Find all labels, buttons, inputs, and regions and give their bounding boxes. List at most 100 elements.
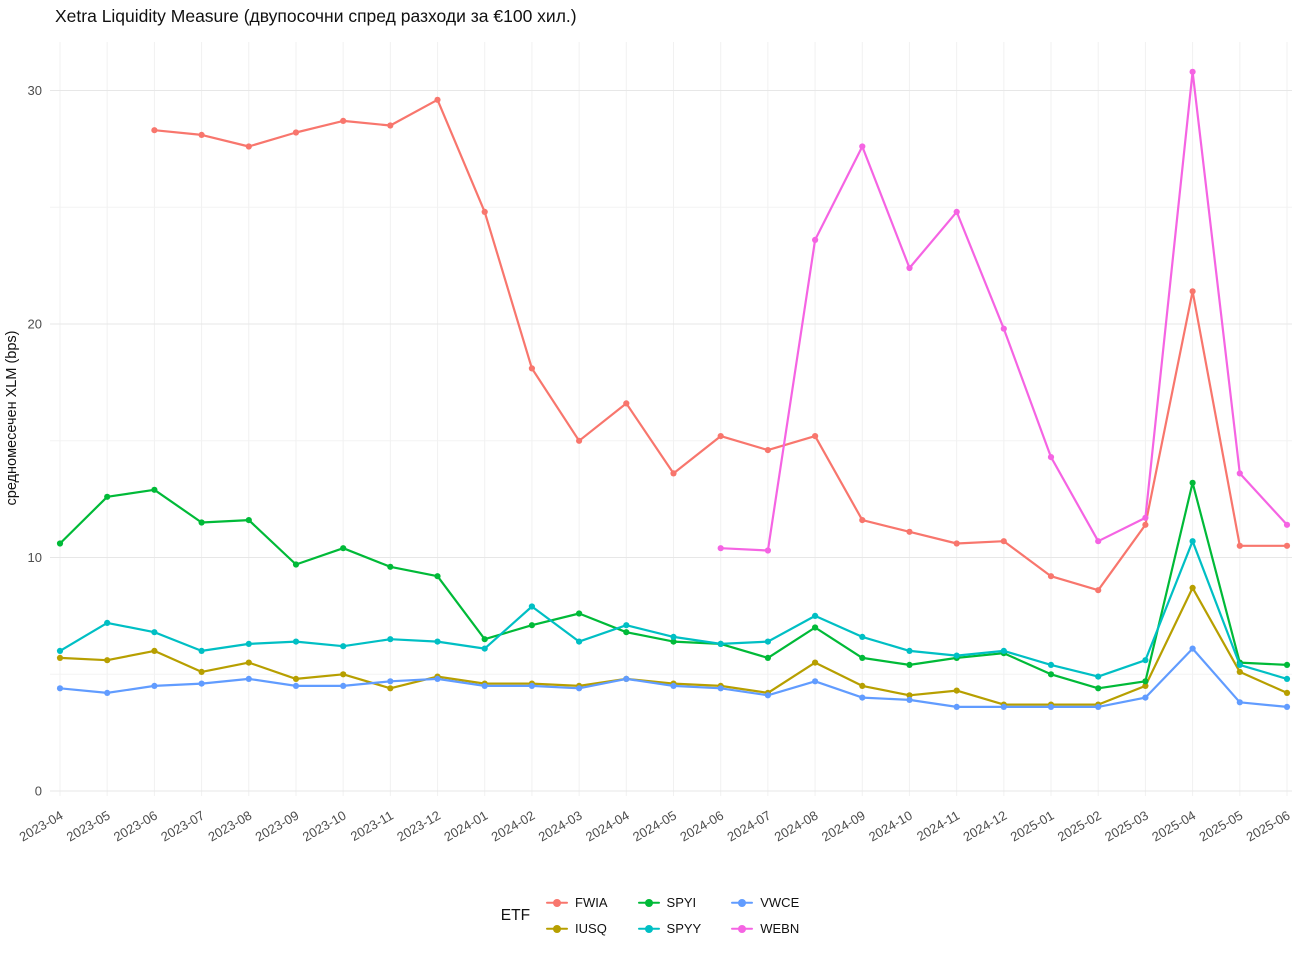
- data-point-WEBN: [1095, 538, 1102, 545]
- x-tick-label: 2023-06: [111, 808, 160, 845]
- data-point-VWCE: [1047, 703, 1055, 711]
- data-point-SPYY: [198, 647, 205, 655]
- data-point-FWIA: [340, 117, 347, 124]
- data-point-FWIA: [859, 517, 866, 524]
- data-point-VWCE: [764, 692, 772, 699]
- x-tick-label: 2025-04: [1149, 808, 1198, 845]
- chart-plot-area: средномесечен XLM (bps) 01020302023-0420…: [4, 42, 1293, 845]
- x-tick-label: 2023-07: [158, 808, 207, 845]
- legend-key-dot: [644, 924, 653, 933]
- data-point-WEBN: [812, 236, 819, 243]
- data-point-FWIA: [481, 208, 488, 215]
- x-tick-label: 2024-06: [677, 808, 726, 845]
- legend-label-WEBN: WEBN: [760, 921, 800, 936]
- x-tick-label: 2024-07: [725, 808, 774, 845]
- data-point-SPYY: [623, 622, 630, 629]
- data-point-WEBN: [1047, 454, 1055, 461]
- data-point-SPYY: [953, 652, 960, 659]
- legend-key-icon: [546, 924, 569, 934]
- data-point-VWCE: [292, 682, 300, 690]
- x-tick-label: 2024-12: [961, 808, 1010, 845]
- series-SPYY: [56, 538, 1291, 683]
- data-point-SPYY: [151, 629, 158, 636]
- data-point-SPYY: [528, 603, 536, 610]
- data-point-SPYY: [292, 638, 300, 645]
- data-point-VWCE: [906, 696, 913, 704]
- data-point-VWCE: [434, 675, 441, 683]
- data-point-VWCE: [104, 689, 111, 697]
- y-tick-label: 0: [35, 784, 42, 799]
- data-point-WEBN: [1283, 521, 1291, 528]
- series-lines: [56, 68, 1291, 711]
- data-point-VWCE: [1283, 703, 1291, 711]
- chart-title: Xetra Liquidity Measure (двупосочни спре…: [55, 6, 577, 26]
- data-point-SPYI: [906, 661, 913, 669]
- data-point-SPYI: [1095, 685, 1102, 692]
- data-point-SPYY: [859, 633, 866, 641]
- data-point-VWCE: [1000, 703, 1007, 711]
- series-FWIA: [151, 96, 1291, 594]
- data-point-FWIA: [812, 433, 819, 440]
- data-point-FWIA: [1095, 587, 1102, 594]
- data-point-SPYI: [481, 636, 488, 643]
- data-point-SPYY: [245, 640, 252, 648]
- legend-key-icon: [546, 898, 569, 908]
- series-VWCE: [56, 645, 1291, 711]
- legend-label-FWIA: FWIA: [575, 895, 608, 910]
- data-point-WEBN: [764, 547, 772, 554]
- data-point-SPYI: [1283, 661, 1291, 669]
- data-point-WEBN: [1000, 325, 1007, 332]
- legend-key-dot: [553, 924, 562, 933]
- x-tick-label: 2023-12: [394, 808, 443, 845]
- legend-label-VWCE: VWCE: [760, 895, 800, 910]
- data-point-SPYI: [859, 654, 866, 662]
- data-point-FWIA: [1000, 538, 1007, 545]
- data-point-VWCE: [56, 685, 64, 692]
- data-point-FWIA: [434, 96, 441, 103]
- legend-items: FWIA IUSQ SPYI SPYY VWCE WEBN: [546, 895, 799, 936]
- data-point-FWIA: [623, 400, 630, 407]
- legend-key-icon: [637, 898, 660, 908]
- data-point-WEBN: [717, 545, 724, 552]
- gridlines: [50, 42, 1292, 796]
- data-point-SPYY: [1189, 538, 1196, 545]
- data-point-IUSQ: [56, 654, 64, 662]
- data-point-SPYI: [623, 629, 630, 636]
- data-point-VWCE: [623, 675, 630, 683]
- data-point-VWCE: [1236, 699, 1243, 706]
- data-point-IUSQ: [198, 668, 205, 676]
- data-point-IUSQ: [292, 675, 300, 683]
- data-point-FWIA: [387, 122, 394, 129]
- data-point-SPYY: [1047, 661, 1055, 669]
- data-point-VWCE: [576, 685, 583, 692]
- x-tick-label: 2023-10: [300, 808, 349, 845]
- data-point-VWCE: [340, 682, 347, 690]
- series-WEBN: [717, 68, 1291, 554]
- legend-item-SPYY: SPYY: [637, 921, 701, 936]
- y-axis-label: средномесечен XLM (bps): [4, 331, 20, 506]
- data-point-SPYI: [56, 540, 64, 547]
- data-point-SPYY: [1283, 675, 1291, 683]
- data-point-SPYI: [151, 486, 158, 493]
- data-point-IUSQ: [1236, 668, 1243, 676]
- data-point-IUSQ: [104, 657, 111, 664]
- legend-key-icon: [731, 924, 754, 934]
- data-point-FWIA: [528, 365, 536, 372]
- data-point-SPYY: [670, 633, 677, 641]
- data-point-SPYI: [245, 517, 252, 524]
- data-point-VWCE: [953, 703, 960, 711]
- x-tick-label: 2024-01: [441, 808, 490, 845]
- data-point-VWCE: [198, 680, 205, 687]
- legend-key-dot: [738, 898, 747, 907]
- data-point-SPYI: [434, 573, 441, 580]
- data-point-VWCE: [859, 694, 866, 701]
- x-tick-label: 2024-02: [489, 808, 538, 845]
- x-tick-label: 2025-06: [1244, 808, 1293, 845]
- data-point-VWCE: [387, 678, 394, 685]
- legend-key-icon: [731, 898, 754, 908]
- data-point-FWIA: [1142, 521, 1149, 528]
- data-point-SPYI: [387, 563, 394, 570]
- x-tick-label: 2025-01: [1008, 808, 1057, 845]
- data-point-FWIA: [953, 540, 960, 547]
